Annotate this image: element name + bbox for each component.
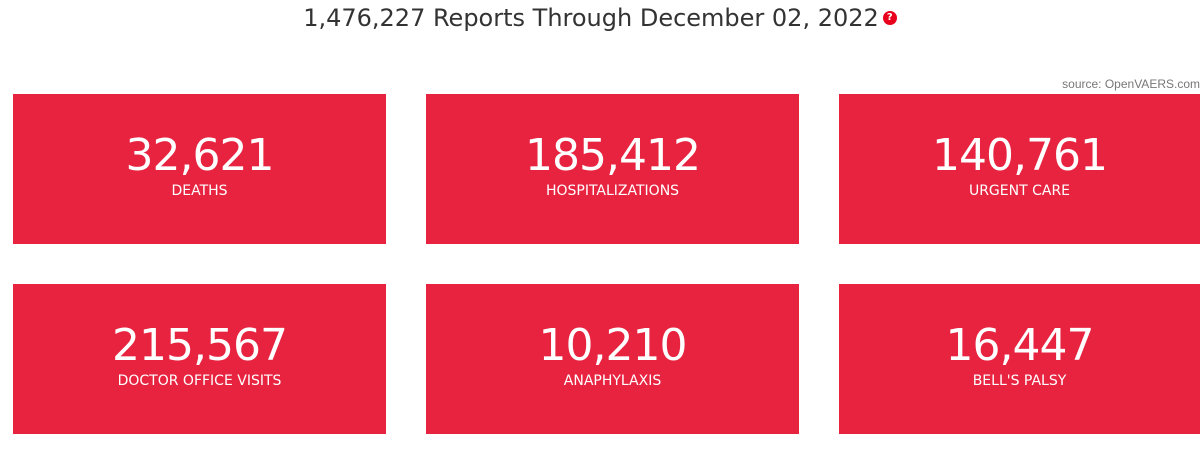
stat-value: 185,412 xyxy=(525,130,701,181)
page-title: 1,476,227 Reports Through December 02, 2… xyxy=(0,2,1200,34)
stat-label: BELL'S PALSY xyxy=(972,373,1067,389)
stat-label: DOCTOR OFFICE VISITS xyxy=(117,373,282,389)
stat-card-deaths: 32,621 DEATHS xyxy=(13,94,386,244)
page-title-text: 1,476,227 Reports Through December 02, 2… xyxy=(303,4,879,32)
stat-card-urgent-care: 140,761 URGENT CARE xyxy=(839,94,1200,244)
stat-card-doctor-office-visits: 215,567 DOCTOR OFFICE VISITS xyxy=(13,284,386,434)
help-icon[interactable]: ? xyxy=(882,11,897,25)
stat-label: ANAPHYLAXIS xyxy=(563,373,662,389)
stat-value: 16,447 xyxy=(945,320,1095,371)
stat-label: URGENT CARE xyxy=(968,183,1071,199)
stat-card-bells-palsy: 16,447 BELL'S PALSY xyxy=(839,284,1200,434)
stat-card-anaphylaxis: 10,210 ANAPHYLAXIS xyxy=(426,284,799,434)
stat-label: HOSPITALIZATIONS xyxy=(545,183,680,199)
stat-value: 10,210 xyxy=(538,320,688,371)
stat-card-hospitalizations: 185,412 HOSPITALIZATIONS xyxy=(426,94,799,244)
stat-value: 32,621 xyxy=(125,130,275,181)
stat-value: 140,761 xyxy=(932,130,1108,181)
source-note: source: OpenVAERS.com xyxy=(1062,77,1200,91)
stat-label: DEATHS xyxy=(171,183,228,199)
stat-value: 215,567 xyxy=(112,320,288,371)
